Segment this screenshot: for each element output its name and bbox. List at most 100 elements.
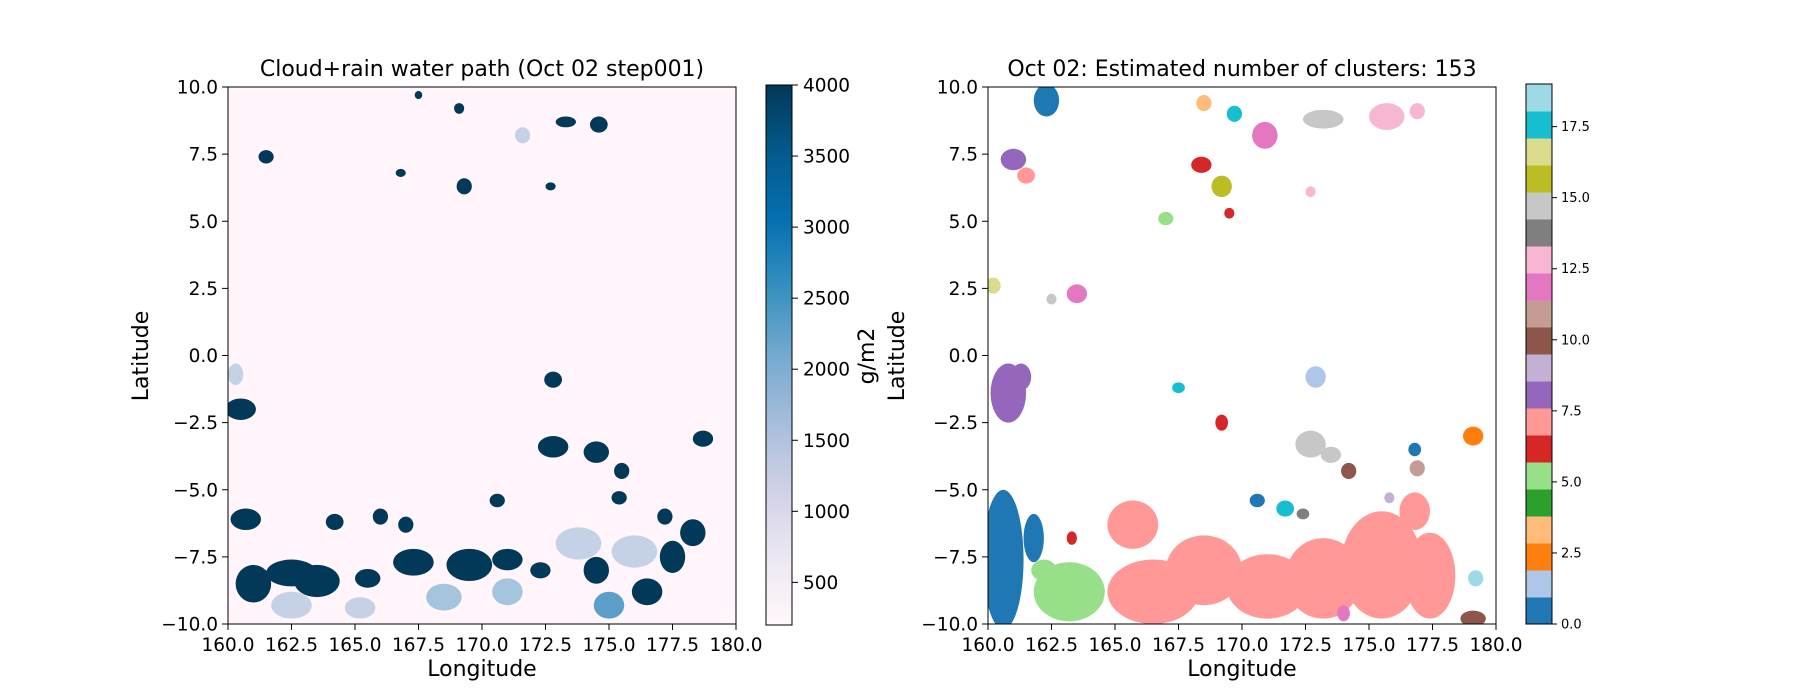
y-tick-label: 7.5	[189, 145, 218, 166]
colorbar-tick-label: 0.0	[1561, 618, 1582, 633]
colorbar-tick-label: 17.5	[1561, 120, 1590, 135]
colorbar-tick-label: 2.5	[1561, 546, 1582, 561]
cloud-blob	[583, 556, 609, 584]
colorbar-band	[1526, 300, 1552, 328]
cloud-blob	[583, 441, 609, 463]
colorbar-band	[1526, 597, 1552, 625]
cluster-blob	[1462, 426, 1484, 446]
cluster-blob	[1337, 605, 1350, 622]
cloud-blob	[555, 116, 576, 128]
cluster-blob	[1158, 211, 1174, 226]
colorbar-tick-label: 3500	[803, 147, 850, 168]
colorbar-band	[1526, 516, 1552, 544]
cloud-blob	[544, 371, 563, 388]
cloud-blob	[446, 548, 493, 582]
cloud-blob	[228, 398, 256, 420]
cluster-blob	[1107, 500, 1159, 549]
colorbar-tick-label: 5.0	[1561, 475, 1582, 490]
cloud-blob	[325, 513, 344, 531]
colorbar-tick-label: 7.5	[1561, 404, 1582, 419]
cloud-blob	[680, 519, 706, 547]
x-tick-label: 167.5	[1152, 635, 1205, 656]
cloud-blob	[395, 168, 406, 177]
right-cluster-blobs	[988, 87, 1486, 624]
cluster-blob	[1066, 531, 1077, 545]
cluster-blob	[1369, 103, 1405, 130]
cluster-blob	[1399, 492, 1430, 531]
cloud-blob	[294, 564, 340, 598]
y-tick-label: −7.5	[173, 547, 218, 568]
cluster-blob	[1215, 414, 1229, 431]
colorbar-tick-label: 2500	[803, 289, 850, 310]
cluster-blob	[1017, 167, 1035, 184]
cloud-blob	[593, 591, 625, 619]
x-tick-label: 162.5	[265, 635, 318, 656]
cluster-blob	[1224, 207, 1235, 219]
cluster-blob	[1296, 508, 1310, 520]
cloud-blob	[228, 363, 244, 386]
cloud-blob	[258, 150, 274, 164]
cluster-blob	[1320, 446, 1342, 463]
colorbar-band	[1526, 408, 1552, 436]
cluster-blob	[1404, 532, 1456, 619]
left-y-label: Latitude	[129, 311, 154, 402]
y-tick-label: 2.5	[189, 279, 218, 300]
y-tick-label: 0.0	[949, 346, 978, 367]
y-tick-label: 5.0	[189, 212, 218, 233]
cluster-blob	[1172, 382, 1185, 394]
cloud-blob	[414, 91, 423, 100]
x-tick-label: 162.5	[1025, 635, 1078, 656]
cloud-blob	[537, 436, 569, 458]
y-tick-label: −2.5	[933, 413, 978, 434]
y-tick-label: −7.5	[933, 547, 978, 568]
right-y-axis: 10.0 7.5 5.0 2.5 0.0 −2.5 −5.0 −7.5 −10.0	[921, 78, 988, 636]
x-tick-label: 172.5	[519, 635, 572, 656]
left-colorbar-label: g/m2	[855, 328, 880, 385]
y-tick-label: 10.0	[177, 78, 218, 99]
x-tick-label: 160.0	[962, 635, 1015, 656]
cloud-blob	[426, 583, 462, 611]
cluster-blob	[1409, 103, 1425, 120]
y-tick-label: 0.0	[189, 346, 218, 367]
x-tick-label: 160.0	[202, 635, 255, 656]
right-x-axis: 160.0 162.5 165.0 167.5 170.0 172.5 175.0 177.5…	[962, 624, 1522, 656]
cloud-blob	[657, 508, 673, 525]
colorbar-band	[1526, 381, 1552, 409]
cluster-blob	[1196, 95, 1212, 112]
cloud-blob	[456, 178, 472, 195]
cloud-blob	[230, 508, 262, 531]
y-tick-label: −2.5	[173, 413, 218, 434]
x-tick-label: 170.0	[456, 635, 509, 656]
colorbar-band	[1526, 462, 1552, 490]
colorbar-band	[1526, 84, 1552, 112]
cluster-blob	[1409, 460, 1425, 477]
cloud-blob	[344, 597, 376, 619]
colorbar-tick-label: 4000	[803, 76, 850, 97]
x-tick-label: 175.0	[583, 635, 636, 656]
right-colorbar-frame	[1525, 83, 1553, 625]
cluster-blob	[1305, 186, 1316, 198]
cluster-blob	[1033, 87, 1060, 117]
y-tick-label: −5.0	[173, 480, 218, 501]
cluster-blob	[1341, 511, 1423, 619]
left-x-axis: 160.0 162.5 165.0 167.5 170.0 172.5 175.0 177.5…	[202, 624, 763, 656]
y-tick-label: 5.0	[949, 212, 978, 233]
cloud-blob	[515, 127, 531, 144]
right-y-label: Latitude	[885, 311, 910, 402]
cloud-blob	[372, 508, 389, 525]
cluster-blob	[1384, 492, 1395, 504]
cloud-blob	[611, 535, 658, 568]
cluster-blob	[1000, 148, 1027, 171]
colorbar-band	[1526, 354, 1552, 382]
x-tick-label: 175.0	[1343, 635, 1396, 656]
cluster-blob	[1023, 513, 1044, 563]
colorbar-band	[1526, 219, 1552, 247]
x-tick-label: 180.0	[710, 635, 763, 656]
cloud-blob	[614, 462, 630, 480]
cloud-blob	[692, 430, 714, 447]
cloud-blob	[454, 103, 465, 114]
y-tick-label: 10.0	[937, 78, 978, 99]
colorbar-band	[1526, 192, 1552, 220]
x-tick-label: 172.5	[1279, 635, 1332, 656]
left-colorbar-ticks: 4000 3500 3000 2500 2000 1500 1000 500	[792, 76, 850, 594]
